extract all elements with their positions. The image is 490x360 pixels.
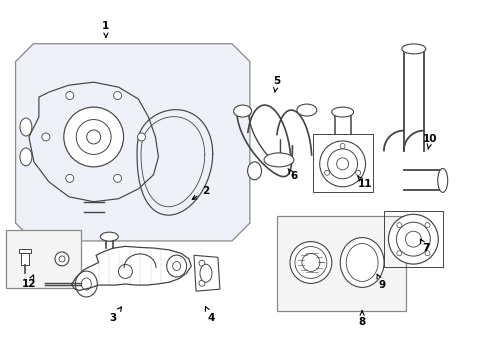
Ellipse shape [290,242,332,283]
Bar [277,216,406,311]
Ellipse shape [172,262,181,271]
Text: 6: 6 [288,168,297,181]
Ellipse shape [297,104,317,116]
Text: 5: 5 [273,76,280,92]
Ellipse shape [402,44,426,54]
Ellipse shape [66,174,74,183]
Bar [20,249,31,253]
Ellipse shape [425,251,430,256]
Ellipse shape [64,107,123,167]
Text: 9: 9 [377,274,385,290]
Ellipse shape [340,238,384,287]
Bar [313,134,372,192]
Ellipse shape [397,251,402,256]
Text: 2: 2 [192,186,210,199]
Ellipse shape [119,265,132,278]
Ellipse shape [114,91,122,100]
Ellipse shape [114,174,122,183]
Ellipse shape [346,244,378,282]
Ellipse shape [340,143,345,148]
Ellipse shape [337,158,348,170]
Ellipse shape [66,91,74,100]
Ellipse shape [247,162,262,180]
Ellipse shape [295,247,327,278]
Ellipse shape [396,222,430,256]
Text: 8: 8 [359,311,366,327]
Ellipse shape [199,260,205,266]
Ellipse shape [328,149,358,179]
Text: 7: 7 [420,239,429,253]
Ellipse shape [302,253,320,271]
Ellipse shape [42,133,50,141]
Ellipse shape [59,256,65,262]
Ellipse shape [100,232,118,241]
Bar [6,230,81,288]
Text: 11: 11 [357,176,372,189]
Ellipse shape [20,148,32,166]
Ellipse shape [397,222,402,228]
Ellipse shape [425,222,430,228]
Ellipse shape [87,130,100,144]
Ellipse shape [356,170,361,175]
Text: 3: 3 [110,307,122,323]
Ellipse shape [234,105,251,117]
Ellipse shape [76,120,111,154]
Ellipse shape [200,264,212,282]
Ellipse shape [264,153,294,167]
Ellipse shape [199,280,205,286]
Ellipse shape [55,252,69,266]
Ellipse shape [138,133,146,141]
Text: 10: 10 [423,134,438,149]
Ellipse shape [167,255,187,277]
Ellipse shape [324,170,330,175]
Ellipse shape [75,271,98,297]
Ellipse shape [332,107,354,117]
Ellipse shape [81,278,91,290]
Ellipse shape [438,168,448,192]
Text: 4: 4 [205,307,215,323]
Bar [384,211,443,267]
Text: 1: 1 [102,21,109,37]
Ellipse shape [20,118,32,136]
Ellipse shape [405,231,421,247]
Text: 12: 12 [22,275,37,289]
Polygon shape [16,44,250,241]
Ellipse shape [389,214,438,264]
Bar [22,253,29,265]
Ellipse shape [319,141,366,187]
